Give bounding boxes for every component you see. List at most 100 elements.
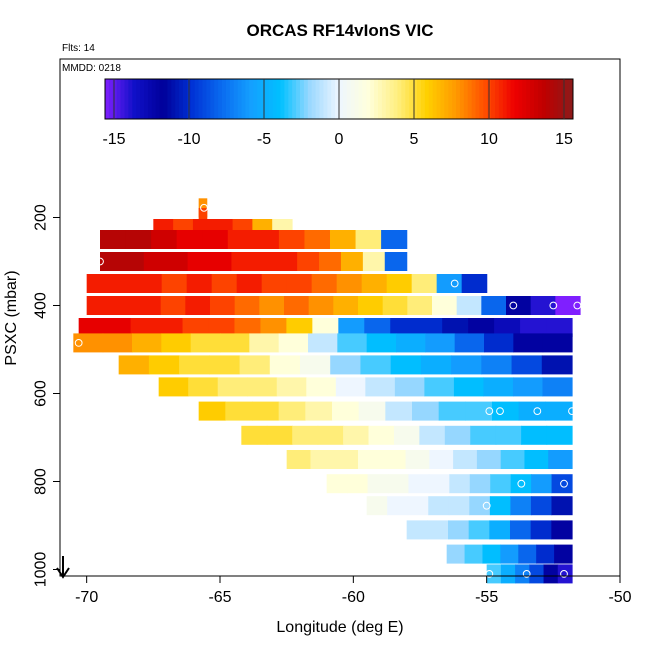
heatmap-cell <box>510 474 532 494</box>
heatmap-cell <box>551 520 573 540</box>
heatmap-cell <box>530 520 552 540</box>
heatmap-cell <box>529 564 545 584</box>
heatmap-cell <box>355 230 382 249</box>
colorbar-swatch <box>319 79 324 119</box>
heatmap-cell <box>476 450 502 469</box>
x-tick-label: -55 <box>475 589 498 606</box>
colorbar-tick-label: 5 <box>410 131 419 148</box>
heatmap-cell <box>278 230 306 249</box>
colorbar-swatch <box>381 79 387 119</box>
heatmap-cell <box>165 252 189 271</box>
heatmap-cell <box>304 230 331 249</box>
colorbar-tick-label: -15 <box>102 131 125 148</box>
colorbar-swatch <box>553 79 558 119</box>
heatmap-cell <box>239 355 271 375</box>
colorbar-swatch <box>350 79 356 119</box>
heatmap-cell <box>305 401 333 421</box>
heatmap-cell <box>420 355 452 375</box>
data-point-circle <box>573 301 582 310</box>
heatmap-cell <box>490 474 512 494</box>
heatmap-cell <box>412 401 440 421</box>
heatmap-cell <box>188 377 219 397</box>
colorbar-swatch <box>549 79 554 119</box>
heatmap-cell <box>536 544 555 564</box>
heatmap-cell <box>446 544 466 564</box>
heatmap-cell <box>390 318 417 337</box>
colorbar-swatch <box>288 79 293 119</box>
heatmap-cell <box>190 333 221 353</box>
colorbar-swatch <box>210 79 215 119</box>
heatmap-cell <box>179 355 210 375</box>
colorbar-swatch <box>366 79 371 119</box>
heatmap-cell <box>438 401 466 421</box>
colorbar-swatch <box>112 79 118 119</box>
heatmap-cell <box>198 198 208 218</box>
heatmap-cell <box>234 296 260 315</box>
heatmap-cell <box>453 450 478 469</box>
colorbar-swatch <box>124 79 129 119</box>
x-tick-label: -50 <box>608 589 631 606</box>
heatmap-cell <box>407 296 433 315</box>
data-point-circle <box>522 570 531 578</box>
colorbar-swatch <box>194 79 200 119</box>
heatmap-cell <box>284 296 310 315</box>
heatmap-cell <box>330 230 357 249</box>
y-tick-label: 600 <box>33 380 50 407</box>
heatmap-cell <box>464 544 484 564</box>
data-point-circle <box>482 501 491 510</box>
heatmap-cell <box>500 450 526 469</box>
heatmap-cell <box>530 496 553 516</box>
heatmap-cell <box>86 296 112 315</box>
heatmap-cell <box>343 425 370 445</box>
colorbar-swatch <box>307 79 313 119</box>
heatmap-cell <box>429 450 454 469</box>
heatmap-cell <box>253 252 276 271</box>
heatmap-cell <box>319 252 342 271</box>
heatmap-cell <box>308 296 334 315</box>
heatmap-cell <box>436 274 463 293</box>
colorbar-swatch <box>140 79 145 119</box>
colorbar-tick-label: 10 <box>480 131 498 148</box>
colorbar-swatch <box>385 79 391 119</box>
heatmap-cell <box>384 252 408 271</box>
colorbar-swatch <box>315 79 320 119</box>
colorbar-swatch <box>530 79 535 119</box>
colorbar-swatch <box>514 79 519 119</box>
heatmap-cell <box>468 318 495 337</box>
heatmap-cell <box>442 318 469 337</box>
heatmap-cell <box>227 230 254 249</box>
heatmap-cell <box>390 355 422 375</box>
heatmap-cell <box>156 318 184 337</box>
colorbar-swatch <box>218 79 223 119</box>
heatmap-cell <box>444 425 471 445</box>
colorbar-swatch <box>116 79 122 119</box>
heatmap-cell <box>381 230 408 249</box>
heatmap-cells <box>73 198 581 584</box>
heatmap-cell <box>278 333 309 353</box>
colorbar-swatch <box>198 79 203 119</box>
heatmap-cell <box>546 425 573 445</box>
heatmap-cell <box>161 274 188 293</box>
colorbar-swatch <box>225 79 231 119</box>
flights-label: Flts: 14 <box>62 43 95 54</box>
data-point-circle <box>74 339 83 347</box>
colorbar-swatch <box>565 79 570 119</box>
heatmap-cell <box>338 318 365 337</box>
heatmap-cell <box>362 252 386 271</box>
colorbar-swatch <box>132 79 137 119</box>
heatmap-cell <box>469 496 491 516</box>
heatmap-cell <box>208 318 236 337</box>
heatmap-cell <box>486 564 502 584</box>
colorbar-swatch <box>397 79 402 119</box>
heatmap-cell <box>330 355 362 375</box>
colorbar-swatch <box>276 79 281 119</box>
heatmap-cell <box>225 401 253 421</box>
colorbar-swatch <box>502 79 508 119</box>
colorbar-swatch <box>498 79 504 119</box>
colorbar-swatch <box>475 79 480 119</box>
heatmap-cell <box>388 474 410 494</box>
heatmap-cell <box>448 496 470 516</box>
heatmap-cell <box>247 377 278 397</box>
heatmap-cell <box>220 333 250 353</box>
heatmap-cell <box>406 520 428 540</box>
